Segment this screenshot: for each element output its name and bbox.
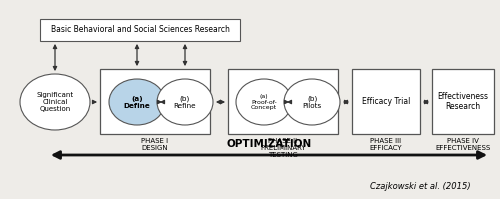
- Text: Efficacy Trial: Efficacy Trial: [362, 97, 410, 106]
- Text: Czajkowski et al. (2015): Czajkowski et al. (2015): [370, 182, 470, 191]
- Text: PHASE II
PRELIMINARY
TESTING: PHASE II PRELIMINARY TESTING: [260, 138, 306, 158]
- Text: Significant
Clinical
Question: Significant Clinical Question: [36, 92, 74, 112]
- Text: (a)
Define: (a) Define: [124, 96, 150, 108]
- Bar: [228, 69, 338, 134]
- Ellipse shape: [284, 79, 340, 125]
- Ellipse shape: [236, 79, 292, 125]
- Text: (a)
Proof-of-
Concept: (a) Proof-of- Concept: [251, 94, 277, 110]
- Ellipse shape: [109, 79, 165, 125]
- Bar: [40, 19, 240, 41]
- Text: Effectiveness
Research: Effectiveness Research: [438, 92, 488, 111]
- Text: PHASE IV
EFFECTIVENESS: PHASE IV EFFECTIVENESS: [436, 138, 490, 151]
- Ellipse shape: [20, 74, 90, 130]
- Text: PHASE I
DESIGN: PHASE I DESIGN: [142, 138, 169, 151]
- Text: PHASE III
EFFICACY: PHASE III EFFICACY: [370, 138, 402, 151]
- Bar: [432, 69, 494, 134]
- Bar: [352, 69, 420, 134]
- Text: (b)
Pilots: (b) Pilots: [302, 95, 322, 109]
- Text: (b)
Refine: (b) Refine: [174, 95, 197, 109]
- Text: OPTIMIZATION: OPTIMIZATION: [226, 139, 312, 149]
- Bar: [100, 69, 210, 134]
- Text: Basic Behavioral and Social Sciences Research: Basic Behavioral and Social Sciences Res…: [50, 25, 230, 34]
- Ellipse shape: [157, 79, 213, 125]
